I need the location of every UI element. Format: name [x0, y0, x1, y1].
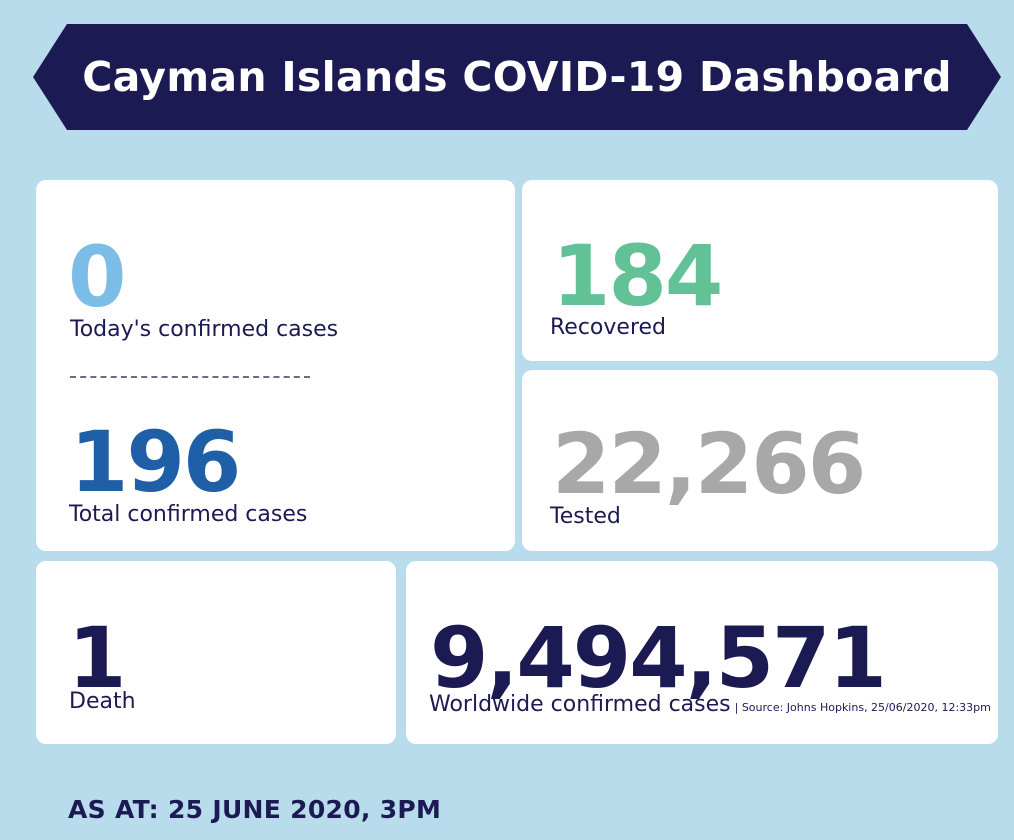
tested-label: Tested — [550, 504, 621, 529]
worldwide-value: 9,494,571 — [430, 609, 887, 707]
recovered-value: 184 — [552, 227, 723, 325]
recovered-label: Recovered — [550, 315, 667, 340]
worldwide-label-row: Worldwide confirmed cases | Source: Johns… — [429, 692, 991, 717]
death-card: 1 Death — [36, 561, 396, 744]
banner-shape — [33, 24, 1001, 130]
confirmed-cases-card: 0 Today's confirmed cases 196 Total conf… — [36, 180, 515, 551]
death-value: 1 — [68, 609, 126, 707]
death-label: Death — [69, 689, 136, 714]
today-confirmed-value: 0 — [68, 228, 126, 326]
as-at-timestamp: AS AT: 25 JUNE 2020, 3PM — [68, 795, 442, 824]
source-note: | Source: Johns Hopkins, 25/06/2020, 12:… — [734, 701, 991, 714]
page-title: Cayman Islands COVID-19 Dashboard — [82, 53, 952, 101]
total-confirmed-label: Total confirmed cases — [69, 502, 308, 527]
tested-card: 22,266 Tested — [522, 370, 998, 551]
total-confirmed-value: 196 — [70, 413, 241, 511]
recovered-card: 184 Recovered — [522, 180, 998, 361]
dashed-divider — [70, 376, 310, 378]
today-confirmed-label: Today's confirmed cases — [70, 317, 339, 342]
worldwide-label: Worldwide confirmed cases — [429, 692, 731, 717]
worldwide-card: 9,494,571 Worldwide confirmed cases | Sou… — [406, 561, 998, 744]
title-banner: Cayman Islands COVID-19 Dashboard — [33, 24, 1001, 130]
tested-value: 22,266 — [552, 415, 866, 513]
